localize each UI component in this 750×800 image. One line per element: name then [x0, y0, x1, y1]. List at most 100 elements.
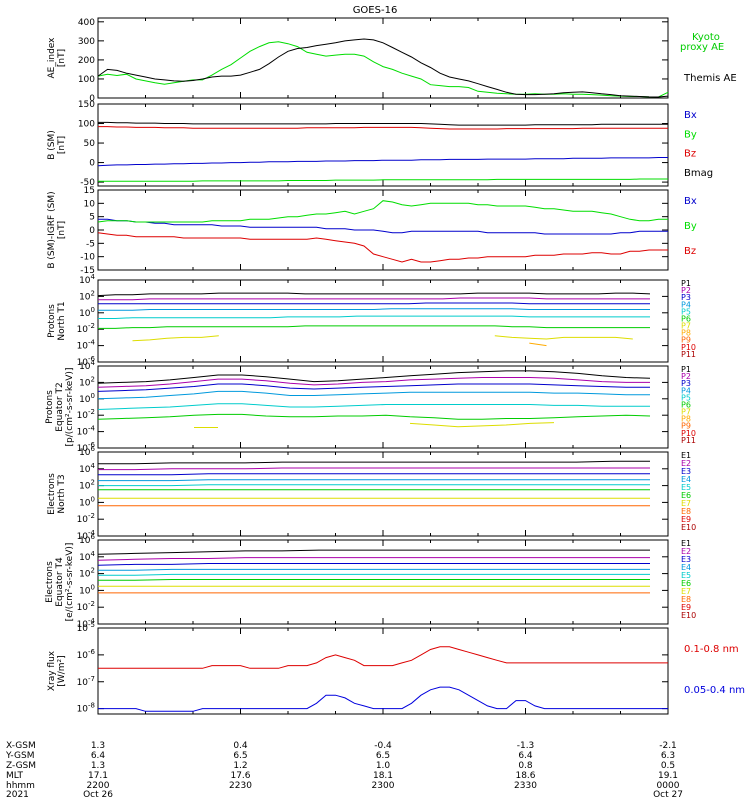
series-e3: [98, 473, 650, 476]
series-p8: [529, 342, 547, 347]
legend-p7: P7: [681, 322, 691, 331]
y-tick-label: 10-4: [77, 529, 96, 542]
x-tick-value: 2230: [229, 781, 252, 791]
legend-p7: P7: [681, 408, 691, 417]
legend-e9: E9: [681, 515, 691, 524]
y-tick-label: 200: [78, 56, 95, 66]
x-tick-value: 0.8: [518, 761, 533, 771]
x-tick-value: 1.3: [91, 761, 105, 771]
legend-e5: E5: [681, 571, 691, 580]
y-tick-label: 100: [79, 392, 95, 405]
series-e1: [97, 549, 650, 555]
y-tick-label: 102: [79, 375, 95, 388]
y-axis-label: AE_index: [47, 37, 57, 79]
legend-e7: E7: [681, 587, 691, 596]
legend-p9: P9: [681, 422, 691, 431]
y-tick-label: 5: [89, 213, 95, 223]
series-kyoto-proxy-ae: [97, 41, 669, 98]
x-tick-value: 0000: [657, 781, 680, 791]
panel-3: -15 -10 -5 0 5 10 15 B (SM)-IGRF (SM) [nT] Bx By Bz: [47, 186, 697, 276]
legend-p4: P4: [681, 300, 691, 309]
x-tick-value: -2.1: [659, 741, 677, 751]
legend-e10: E10: [681, 611, 696, 620]
series-0.1-0.8-nm: [98, 646, 668, 669]
series-0.05-0.4-nm: [98, 686, 668, 712]
legend-e7: E7: [681, 499, 691, 508]
y-tick-label: 10-8: [77, 702, 95, 715]
x-tick-value: Oct 27: [653, 790, 683, 800]
series-e5: [98, 573, 650, 576]
legend-xray-long: 0.1-0.8 nm: [684, 644, 739, 655]
y-axis-label: B (SM): [47, 130, 57, 160]
series-bz: [97, 232, 668, 263]
series-e6: [98, 579, 650, 581]
chart-title: GOES-16: [353, 5, 398, 16]
y-axis-label: Protons: [45, 390, 55, 424]
legend-e3: E3: [681, 467, 691, 476]
panel-frame: [97, 279, 669, 363]
legend-by: By: [684, 129, 697, 140]
legend-e2: E2: [681, 547, 691, 556]
panel-4: 104 102 100 10-2 10-4 10-6 Protons North T1 P1P2…: [47, 273, 696, 368]
y-axis-label: Xray flux: [47, 650, 57, 691]
series-by: [97, 200, 668, 223]
y-axis-label: [nT]: [57, 221, 67, 239]
x-tick-value: Oct 26: [83, 790, 113, 800]
y-tick-label: 10: [84, 199, 96, 209]
series-bmag: [98, 121, 668, 126]
series-e4: [98, 568, 650, 571]
x-row-label: Y-GSM: [5, 751, 34, 761]
y-tick-label: 10-2: [77, 322, 95, 335]
x-tick-value: 17.1: [88, 771, 108, 781]
y-axis-label: B (SM)-IGRF (SM): [47, 191, 57, 268]
y-axis-label: Equator T2: [55, 382, 65, 431]
series-p5: [98, 315, 650, 319]
x-tick-value: 6.3: [661, 751, 675, 761]
x-row-label: Z-GSM: [6, 761, 36, 771]
legend-p10: P10: [681, 429, 696, 438]
series-p2: [98, 297, 650, 301]
y-tick-label: 100: [79, 583, 95, 596]
legend-bx: Bx: [684, 110, 697, 121]
legend-kyoto: Kyoto: [692, 32, 720, 43]
legend-p8: P8: [681, 415, 691, 424]
series-e1: [98, 460, 650, 465]
y-tick-label: 0: [89, 159, 95, 169]
y-tick-label: 106: [79, 533, 95, 546]
series-p3: [98, 302, 650, 305]
legend-bz: Bz: [684, 149, 696, 160]
y-tick-label: 10-6: [77, 355, 96, 368]
panel-frame: [97, 103, 669, 187]
legend-p5: P5: [681, 393, 691, 402]
y-tick-label: 10-2: [77, 512, 95, 525]
legend-themis-ae: Themis AE: [683, 73, 737, 84]
legend-e6: E6: [681, 579, 691, 588]
x-row-label: 2021: [6, 790, 29, 800]
x-tick-value: 0.4: [233, 741, 248, 751]
series-p5: [97, 403, 650, 410]
y-axis-label: Electrons: [45, 561, 55, 603]
series-p1: [97, 292, 651, 297]
x-tick-value: 6.5: [376, 751, 390, 761]
series-e3: [97, 563, 650, 566]
legend-e10: E10: [681, 523, 696, 532]
y-tick-label: 10-7: [77, 675, 95, 688]
legend-p1: P1: [681, 279, 691, 288]
y-axis-label: [nT]: [57, 136, 67, 154]
x-tick-value: 2300: [372, 781, 395, 791]
panel-5: 104 102 100 10-2 10-4 10-6 Protons Equator T2 [p…: [45, 359, 696, 454]
panel-2: -50 0 50 100 150 B (SM) [nT] Bx By Bz Bmag: [47, 100, 713, 188]
legend-e6: E6: [681, 491, 691, 500]
series-p7: [194, 422, 555, 428]
series-bz: [98, 126, 668, 130]
legend-p2: P2: [681, 372, 691, 381]
legend-p11: P11: [681, 350, 696, 359]
legend-e8: E8: [681, 507, 691, 516]
legend-p11: P11: [681, 436, 696, 445]
y-tick-label: 100: [78, 75, 95, 85]
x-tick-value: 2200: [87, 781, 110, 791]
